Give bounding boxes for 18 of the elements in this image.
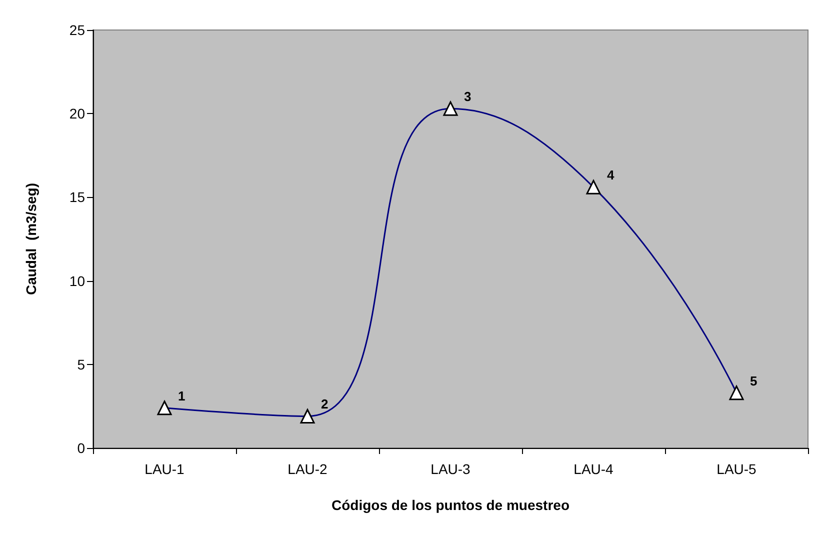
y-tick-label: 5	[77, 356, 86, 372]
x-tick-label: LAU-5	[716, 461, 757, 477]
x-axis-title: Códigos de los puntos de muestreo	[331, 497, 570, 513]
y-tick-label: 10	[69, 272, 86, 289]
annotation: 4	[607, 168, 615, 183]
x-tick-label: LAU-2	[288, 461, 328, 477]
x-tick-label: LAU-3	[430, 461, 471, 477]
y-axis-title: Caudal (m3/seg)	[23, 182, 39, 296]
y-tick-label: 0	[77, 440, 86, 456]
annotation: 5	[750, 373, 758, 388]
annotation: 1	[178, 388, 186, 404]
annotation: 3	[464, 89, 472, 104]
y-tick-label: 20	[69, 106, 86, 122]
annotation: 2	[321, 396, 328, 412]
y-tick-label: 25	[69, 22, 86, 38]
y-tick-label: 15	[69, 189, 86, 206]
x-tick-label: LAU-4	[574, 461, 614, 477]
x-tick-label: LAU-1	[144, 461, 185, 477]
